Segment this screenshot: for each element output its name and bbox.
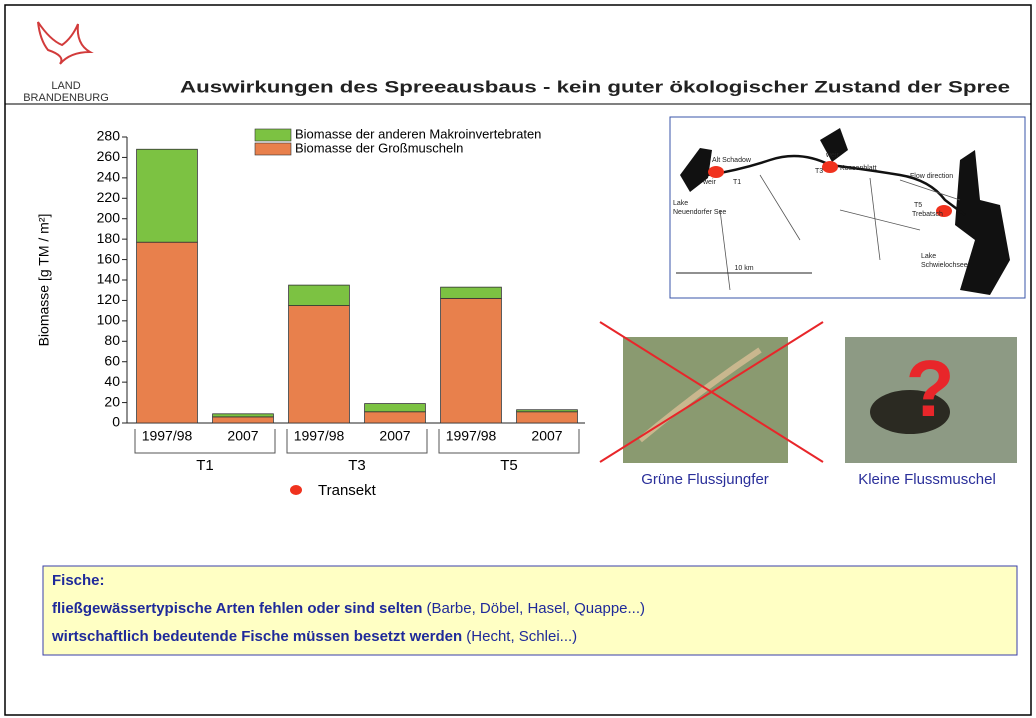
map-label: Kossenblatt <box>840 165 877 172</box>
y-tick-label: 60 <box>104 352 120 368</box>
map-label: Flow direction <box>910 173 953 180</box>
lake <box>955 150 1010 295</box>
x-tick-label: 1997/98 <box>446 428 497 444</box>
question-mark: ? <box>906 344 955 433</box>
logo-text: LAND <box>51 80 80 92</box>
y-tick-label: 20 <box>104 393 120 409</box>
box-text: wirtschaftlich bedeutende Fische müssen … <box>51 628 462 645</box>
bar-segment <box>136 241 198 424</box>
map-label: Neuendorfer See <box>673 209 726 216</box>
y-tick-label: 0 <box>112 414 120 430</box>
bar-segment <box>440 286 502 299</box>
map-label: 10 km <box>734 265 753 272</box>
logo-text: BRANDENBURG <box>23 92 109 104</box>
x-tick-label: 2007 <box>379 428 410 444</box>
box-text: (Barbe, Döbel, Hasel, Quappe...) <box>422 600 645 617</box>
map-label: Trebatsch <box>912 211 943 218</box>
bar-segment <box>516 409 578 413</box>
bar-segment <box>516 411 578 424</box>
y-tick-label: 40 <box>104 373 120 389</box>
map-label: Lake <box>921 253 936 260</box>
legend-swatch <box>254 128 292 142</box>
logo <box>37 21 94 65</box>
photo-caption: Grüne Flussjungfer <box>641 471 769 488</box>
bar-segment <box>288 284 350 306</box>
map: Alt Schadow weir T1 weir T3 Kossenblatt … <box>669 116 1026 299</box>
map-label: Alt Schadow <box>712 157 752 164</box>
bar-segment <box>288 305 350 424</box>
group-label: T1 <box>196 457 214 474</box>
map-label: T1 <box>733 179 741 186</box>
photo-detail <box>870 390 950 434</box>
transect-marker <box>822 161 838 173</box>
y-tick-label: 260 <box>97 148 121 164</box>
bar-segment <box>364 411 426 424</box>
legend-marker <box>290 485 302 495</box>
bar-segment <box>364 403 426 413</box>
y-tick-label: 100 <box>97 312 121 328</box>
box-text: fließgewässertypische Arten fehlen oder … <box>52 600 422 617</box>
y-tick-label: 280 <box>97 128 121 144</box>
y-axis-label: Biomasse [g TM / m²] <box>36 214 52 347</box>
slide-title: Auswirkungen des Spreeausbaus - kein gut… <box>180 77 1010 96</box>
group-label: T5 <box>500 457 518 474</box>
legend-label: Biomasse der Großmuscheln <box>295 140 463 155</box>
y-tick-label: 80 <box>104 332 120 348</box>
box-text: (Hecht, Schlei...) <box>462 628 577 645</box>
bar-segment <box>212 416 274 424</box>
stream <box>719 174 961 291</box>
group-label: T3 <box>348 457 366 474</box>
group-bracket <box>438 429 580 454</box>
y-tick-label: 220 <box>97 189 121 205</box>
box-line: fließgewässertypische Arten fehlen oder … <box>52 600 645 617</box>
x-tick-label: 1997/98 <box>294 428 345 444</box>
y-tick-label: 200 <box>97 209 121 225</box>
map-label: Schwielochsee <box>921 262 968 269</box>
legend-label: Biomasse der anderen Makroinvertebraten <box>295 126 541 141</box>
legend-label: Transekt <box>318 482 377 499</box>
box-line: wirtschaftlich bedeutende Fische müssen … <box>51 628 577 645</box>
photo <box>623 337 788 463</box>
x-tick-label: 1997/98 <box>142 428 193 444</box>
map-label: weir <box>825 152 840 159</box>
lake <box>820 128 848 162</box>
lake <box>680 148 712 192</box>
transect-marker <box>708 166 724 178</box>
y-tick-label: 140 <box>97 271 121 287</box>
photo-caption: Kleine Flussmuschel <box>858 471 996 488</box>
chart: 0 20 40 60 80 100 120 140 160 180 200 220 240 260 280 B… <box>36 126 585 499</box>
y-tick-label: 240 <box>97 169 121 185</box>
x-tick-label: 2007 <box>531 428 562 444</box>
map-label: T5 <box>914 202 922 209</box>
transect-marker <box>936 205 952 217</box>
y-tick-label: 180 <box>97 230 121 246</box>
info-box <box>42 565 1018 656</box>
bar-segment <box>136 148 198 243</box>
map-label: T3 <box>815 168 823 175</box>
y-tick-label: 160 <box>97 250 121 266</box>
group-bracket <box>134 429 276 454</box>
map-label: Lake <box>673 200 688 207</box>
group-bracket <box>286 429 428 454</box>
map-label: weir <box>702 179 717 186</box>
cross-line <box>599 321 824 463</box>
bar-segment <box>440 297 502 424</box>
box-heading: Fische: <box>52 572 105 589</box>
bar-segment <box>212 413 274 418</box>
legend-swatch <box>254 142 292 156</box>
y-tick-label: 120 <box>97 291 121 307</box>
x-tick-label: 2007 <box>227 428 258 444</box>
